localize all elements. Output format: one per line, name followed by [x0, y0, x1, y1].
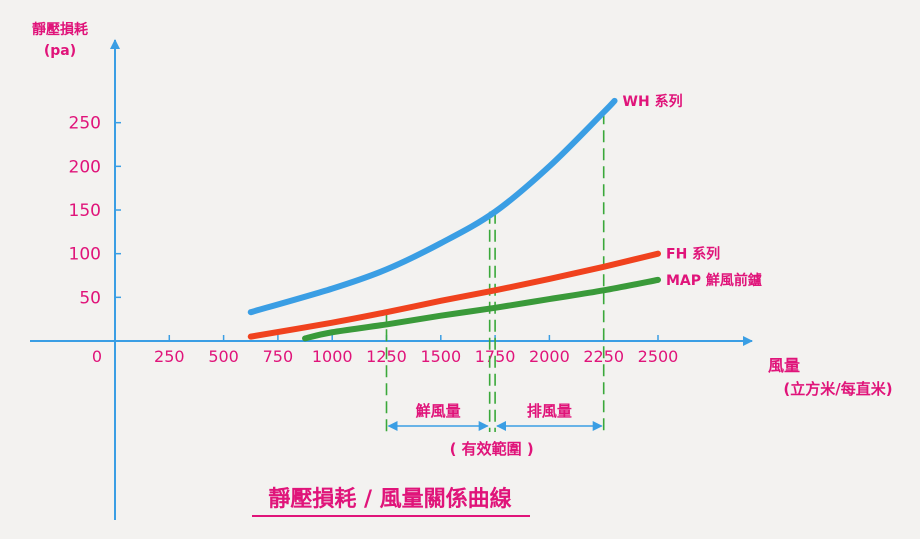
y-tick-label: 250 — [69, 114, 101, 134]
range-label: 排風量 — [527, 402, 572, 420]
series-line — [247, 97, 618, 316]
series-label: MAP 鮮風前鑪 — [666, 272, 762, 289]
series-label: FH 系列 — [666, 246, 720, 263]
x-tick-label: 0 — [92, 347, 102, 366]
y-tick-label: 200 — [69, 157, 101, 177]
y-tick-label: 100 — [69, 245, 101, 265]
y-tick-label: 150 — [69, 201, 101, 221]
x-axis-unit: (立方米/每直米) — [783, 380, 892, 398]
x-tick-label: 2500 — [638, 347, 679, 366]
y-axis-label: 靜壓損耗 — [32, 21, 88, 38]
series-line — [302, 276, 661, 342]
y-axis-unit: (pa) — [44, 43, 76, 59]
range-caption: ( 有效範圍 ) — [450, 440, 534, 458]
range-label: 鮮風量 — [416, 402, 461, 420]
x-axis-label: 風量 — [768, 356, 800, 375]
series-line — [247, 250, 661, 340]
y-tick-label: 50 — [79, 288, 101, 308]
x-tick-label: 2000 — [529, 347, 570, 366]
x-tick-label: 250 — [154, 347, 185, 366]
x-tick-label: 750 — [263, 347, 294, 366]
series-label: WH 系列 — [623, 93, 683, 110]
x-tick-label: 1500 — [420, 347, 461, 366]
chart-title: 靜壓損耗 / 風量關係曲線 — [268, 486, 511, 512]
x-tick-label: 1000 — [312, 347, 353, 366]
x-tick-label: 500 — [208, 347, 239, 366]
